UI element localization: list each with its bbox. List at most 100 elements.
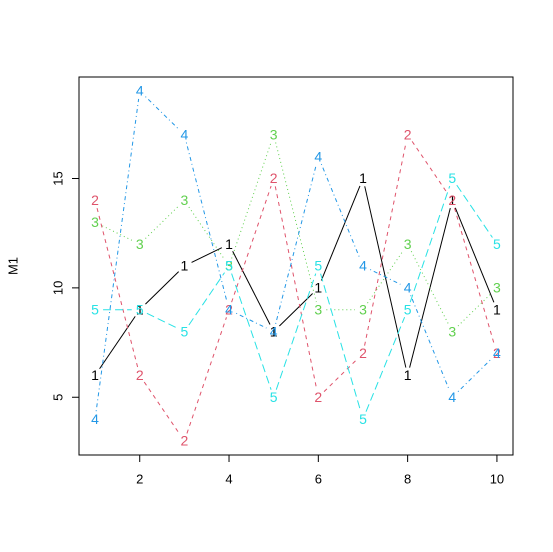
data-point: 5 — [270, 389, 278, 405]
data-point: 2 — [359, 345, 367, 361]
series-segment — [186, 317, 227, 434]
data-point: 1 — [448, 192, 456, 208]
series-segment — [188, 206, 225, 260]
series-segment — [191, 247, 223, 263]
series-segment — [235, 312, 267, 329]
series-segment — [320, 185, 361, 281]
data-point: 4 — [180, 126, 188, 142]
data-point: 4 — [136, 83, 144, 99]
series-segment — [409, 208, 451, 368]
series-segment — [231, 273, 272, 390]
series-segment — [145, 205, 180, 239]
x-tick-label: 6 — [315, 471, 322, 486]
y-tick-label: 5 — [50, 394, 65, 401]
series-segment — [279, 293, 313, 327]
y-tick-label: 15 — [50, 171, 65, 185]
series-segment — [364, 142, 407, 346]
series-segment — [411, 141, 449, 195]
data-point: 5 — [225, 258, 233, 274]
data-point: 4 — [314, 148, 322, 164]
series-segment — [454, 207, 496, 346]
data-point: 5 — [91, 301, 99, 317]
series-segment — [457, 293, 492, 327]
series-segment — [409, 185, 451, 303]
data-point: 3 — [493, 280, 501, 296]
data-point: 3 — [91, 214, 99, 230]
data-point: 2 — [136, 367, 144, 383]
x-tick-label: 4 — [225, 471, 232, 486]
series-segment — [232, 251, 271, 325]
data-point: 3 — [404, 236, 412, 252]
series-segment — [320, 163, 361, 259]
series-segment — [454, 207, 495, 303]
data-point: 1 — [91, 367, 99, 383]
series-segment — [99, 316, 136, 370]
data-point: 4 — [270, 323, 278, 339]
data-point: 5 — [136, 301, 144, 317]
series-segment — [185, 142, 228, 303]
series-segment — [275, 142, 317, 303]
data-point: 1 — [225, 236, 233, 252]
data-point: 1 — [314, 280, 322, 296]
data-point: 2 — [225, 301, 233, 317]
data-point: 3 — [270, 126, 278, 142]
data-point: 5 — [493, 236, 501, 252]
series-segment — [457, 358, 492, 393]
series-segment — [231, 142, 272, 259]
series-segment — [231, 185, 272, 303]
series-segment — [275, 273, 317, 390]
data-point: 1 — [180, 258, 188, 274]
data-point: 2 — [270, 170, 278, 186]
y-tick-label: 10 — [50, 281, 65, 295]
data-point: 1 — [493, 301, 501, 317]
data-point: 4 — [359, 258, 367, 274]
data-point: 4 — [404, 280, 412, 296]
y-axis-label: M1 — [5, 257, 20, 275]
data-point: 5 — [314, 258, 322, 274]
series-segment — [365, 316, 406, 412]
series-segment — [188, 272, 225, 326]
series-segment — [275, 164, 317, 324]
data-point: 2 — [91, 192, 99, 208]
data-point: 5 — [180, 323, 188, 339]
series-segment — [369, 269, 401, 285]
data-point: 4 — [493, 345, 501, 361]
data-point: 3 — [136, 236, 144, 252]
data-point: 1 — [136, 301, 144, 317]
series-segment — [320, 273, 362, 412]
series-segment — [367, 250, 404, 304]
series-segment — [410, 251, 450, 325]
series-segment — [323, 358, 358, 393]
data-point: 3 — [448, 323, 456, 339]
data-point: 2 — [314, 389, 322, 405]
data-point: 5 — [404, 301, 412, 317]
data-point: 4 — [225, 301, 233, 317]
series-segment — [145, 271, 180, 305]
data-point: 1 — [404, 367, 412, 383]
x-tick-label: 8 — [404, 471, 411, 486]
data-point: 3 — [314, 301, 322, 317]
series-segment — [143, 381, 181, 435]
x-tick-label: 2 — [136, 471, 143, 486]
data-point: 4 — [91, 411, 99, 427]
series-segment — [146, 312, 178, 329]
data-point: 1 — [359, 170, 367, 186]
x-tick-label: 10 — [490, 471, 504, 486]
data-point: 3 — [225, 258, 233, 274]
series-segment — [274, 186, 318, 390]
data-point: 5 — [448, 170, 456, 186]
data-point: 3 — [359, 301, 367, 317]
plot-frame — [78, 76, 514, 456]
series-segment — [102, 225, 133, 242]
series-segment — [145, 96, 180, 130]
data-point: 2 — [448, 192, 456, 208]
data-point: 3 — [180, 192, 188, 208]
data-point: 4 — [448, 389, 456, 405]
data-point: 5 — [359, 411, 367, 427]
series-segment — [96, 208, 139, 368]
series-segment — [456, 184, 493, 238]
data-point: 2 — [404, 126, 412, 142]
data-point: 2 — [180, 433, 188, 449]
series-segment — [410, 295, 450, 391]
